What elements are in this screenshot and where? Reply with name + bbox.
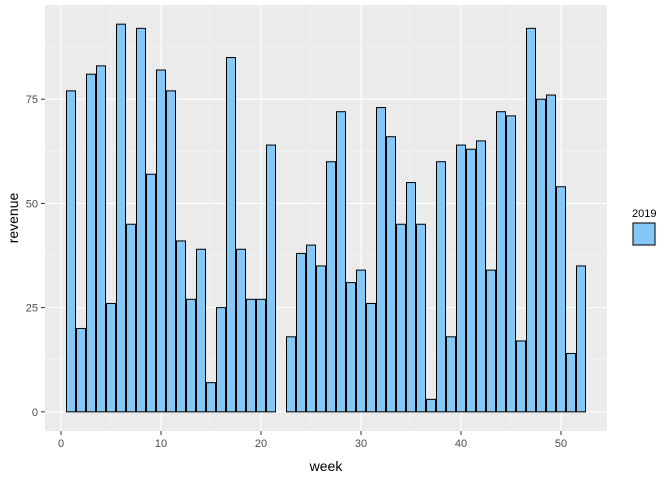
bar-week-2: [76, 327, 86, 413]
bar-week-9: [146, 173, 156, 413]
bar-week-44: [496, 111, 506, 413]
x-tick-label: 0: [58, 438, 64, 450]
x-tick-label: 30: [355, 438, 367, 450]
x-tick-label: 10: [155, 438, 167, 450]
legend-title: 2019: [632, 208, 656, 220]
bar-week-27: [326, 161, 336, 413]
bar-week-48: [536, 98, 546, 413]
bar-week-17: [226, 57, 236, 413]
bar-week-5: [106, 302, 116, 413]
legend-swatch-2019: [632, 222, 656, 246]
bar-week-39: [446, 336, 456, 413]
bar-week-43: [486, 269, 496, 413]
bar-week-35: [406, 182, 416, 413]
bar-week-37: [426, 398, 436, 413]
bar-week-49: [546, 94, 556, 413]
bar-week-1: [66, 90, 76, 413]
bar-week-20: [256, 298, 266, 413]
bar-week-41: [466, 148, 476, 413]
y-axis: 0 25 50 75: [26, 94, 45, 419]
bar-week-11: [166, 90, 176, 413]
bar-week-40: [456, 144, 466, 413]
x-tick-label: 40: [455, 438, 467, 450]
bar-week-29: [346, 282, 356, 413]
bar-week-13: [186, 298, 196, 413]
legend: 2019: [632, 208, 656, 246]
bar-week-45: [506, 115, 516, 413]
bar-week-16: [216, 307, 226, 413]
bar-week-7: [126, 223, 136, 413]
y-tick-label: 0: [32, 407, 38, 419]
bar-week-8: [136, 27, 146, 413]
bar-series: [66, 23, 586, 413]
y-tick-label: 75: [26, 94, 38, 106]
bar-week-42: [476, 140, 486, 413]
bar-week-23: [286, 336, 296, 413]
bar-week-10: [156, 69, 166, 413]
bar-week-25: [306, 244, 316, 413]
bar-week-36: [416, 223, 426, 413]
bar-week-28: [336, 111, 346, 413]
bar-week-52: [576, 265, 586, 413]
bar-week-3: [86, 73, 96, 413]
bar-week-18: [236, 248, 246, 413]
bar-week-19: [246, 298, 256, 413]
bar-week-30: [356, 269, 366, 413]
bar-week-14: [196, 248, 206, 413]
x-axis: 0 10 20 30 40 50: [58, 431, 567, 450]
x-tick-label: 20: [255, 438, 267, 450]
bar-week-12: [176, 240, 186, 413]
bar-week-32: [376, 107, 386, 413]
y-tick-label: 25: [26, 303, 38, 315]
bar-week-33: [386, 136, 396, 413]
bar-week-31: [366, 302, 376, 413]
y-axis-title: revenue: [5, 192, 21, 243]
bar-week-26: [316, 265, 326, 413]
bar-week-4: [96, 65, 106, 413]
bar-week-15: [206, 382, 216, 413]
y-tick-label: 50: [26, 198, 38, 210]
bar-week-34: [396, 223, 406, 413]
bar-week-24: [296, 252, 306, 413]
bar-week-51: [566, 352, 576, 413]
bar-week-38: [436, 161, 446, 413]
x-tick-label: 50: [555, 438, 567, 450]
bar-week-50: [556, 186, 566, 413]
bar-week-46: [516, 340, 526, 413]
bar-week-6: [116, 23, 126, 413]
bar-week-21: [266, 144, 276, 413]
x-axis-title: week: [309, 458, 344, 474]
bar-week-47: [526, 27, 536, 413]
